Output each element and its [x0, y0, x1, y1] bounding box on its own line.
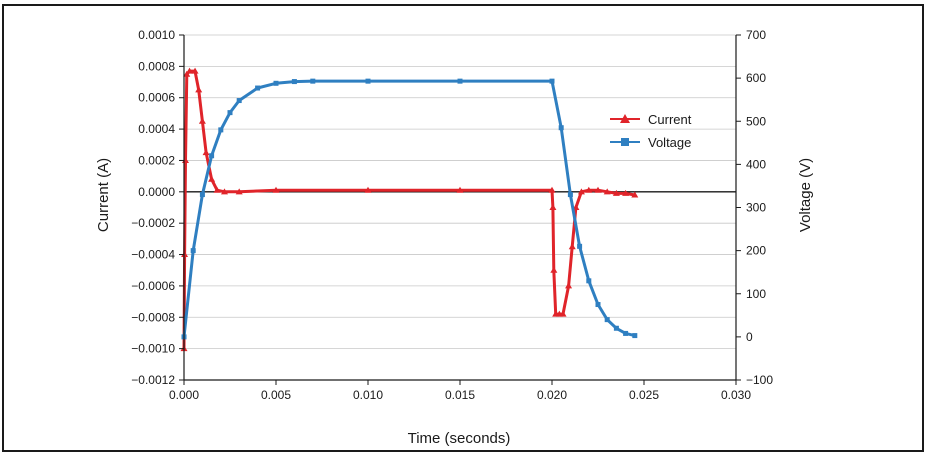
point-voltage	[549, 78, 555, 84]
legend-current-marker	[620, 114, 630, 123]
y-right-tick-label: 300	[746, 201, 766, 215]
point-current	[548, 186, 556, 193]
point-voltage	[567, 192, 573, 198]
point-current	[272, 186, 280, 193]
x-tick-label: 0.025	[629, 388, 659, 402]
point-current	[568, 243, 576, 250]
point-voltage	[632, 333, 638, 339]
point-current	[585, 186, 593, 193]
y-left-tick-label: −0.0006	[131, 279, 175, 293]
point-current	[198, 117, 206, 124]
y-right-tick-label: 100	[746, 287, 766, 301]
y-right-tick-label: 500	[746, 114, 766, 128]
legend-voltage-label: Voltage	[648, 135, 691, 150]
point-voltage	[255, 85, 261, 91]
point-current	[612, 189, 620, 196]
point-current	[631, 191, 639, 198]
point-voltage	[595, 302, 601, 308]
series-line-current	[182, 69, 636, 349]
point-current	[550, 266, 558, 273]
point-voltage	[310, 78, 316, 84]
legend-voltage-marker	[621, 138, 629, 146]
y-right-tick-label: 400	[746, 157, 766, 171]
axes: 0.00100.00080.00060.00040.00020.0000−0.0…	[131, 28, 773, 402]
x-tick-label: 0.015	[445, 388, 475, 402]
x-axis-title: Time (seconds)	[408, 430, 511, 447]
legend: Current Voltage	[610, 112, 692, 150]
y-left-tick-label: 0.0002	[138, 153, 175, 167]
point-voltage	[273, 80, 279, 86]
y-right-tick-label: 200	[746, 244, 766, 258]
point-voltage	[457, 78, 463, 84]
point-current	[186, 67, 194, 74]
series-layer	[180, 67, 639, 352]
point-current	[195, 86, 203, 93]
point-current	[603, 188, 611, 195]
y-left-tick-label: −0.0004	[131, 248, 175, 262]
x-tick-label: 0.000	[169, 388, 199, 402]
point-current	[622, 189, 630, 196]
point-voltage	[365, 78, 371, 84]
point-voltage	[236, 98, 242, 104]
point-current	[594, 186, 602, 193]
point-voltage	[291, 79, 297, 85]
point-current	[183, 70, 191, 77]
point-voltage	[613, 325, 619, 331]
legend-item-current: Current	[610, 112, 692, 127]
chart-frame	[2, 4, 924, 452]
x-tick-label: 0.030	[721, 388, 751, 402]
y-left-tick-label: −0.0002	[131, 216, 175, 230]
legend-current-label: Current	[648, 112, 692, 127]
point-current	[549, 204, 557, 210]
legend-item-voltage: Voltage	[610, 135, 691, 150]
point-current	[565, 282, 573, 289]
y-left-tick-label: 0.0004	[138, 122, 175, 136]
point-voltage	[577, 243, 583, 249]
point-voltage	[209, 153, 215, 159]
y-right-tick-label: 600	[746, 71, 766, 85]
y-left-tick-label: 0.0006	[138, 91, 175, 105]
point-current	[456, 186, 464, 193]
y-left-tick-label: −0.0010	[131, 342, 175, 356]
y-right-tick-label: 700	[746, 28, 766, 42]
point-current	[208, 175, 216, 182]
y-left-tick-label: 0.0008	[138, 59, 175, 73]
point-voltage	[586, 278, 592, 284]
point-current	[559, 310, 567, 317]
x-tick-label: 0.020	[537, 388, 567, 402]
x-tick-label: 0.010	[353, 388, 383, 402]
y-axis-left-title: Current (A)	[95, 158, 112, 232]
point-current	[577, 188, 585, 195]
point-current	[213, 186, 221, 193]
point-voltage	[218, 127, 224, 133]
point-voltage	[558, 125, 564, 131]
point-voltage	[190, 248, 196, 254]
y-axis-right-title: Voltage (V)	[797, 158, 814, 232]
y-left-tick-label: −0.0012	[131, 373, 175, 387]
point-current	[364, 186, 372, 193]
point-current	[191, 67, 199, 74]
x-tick-label: 0.005	[261, 388, 291, 402]
point-voltage	[604, 317, 610, 323]
y-right-tick-label: −100	[746, 373, 773, 387]
point-voltage	[623, 330, 629, 336]
point-current	[235, 188, 243, 195]
point-current	[202, 149, 210, 156]
point-current	[220, 188, 228, 195]
point-voltage	[199, 192, 205, 198]
point-voltage	[227, 110, 233, 116]
y-left-tick-label: 0.0010	[138, 28, 175, 42]
y-left-tick-label: 0.0000	[138, 185, 175, 199]
y-left-tick-label: −0.0008	[131, 310, 175, 324]
y-right-tick-label: 0	[746, 330, 753, 344]
